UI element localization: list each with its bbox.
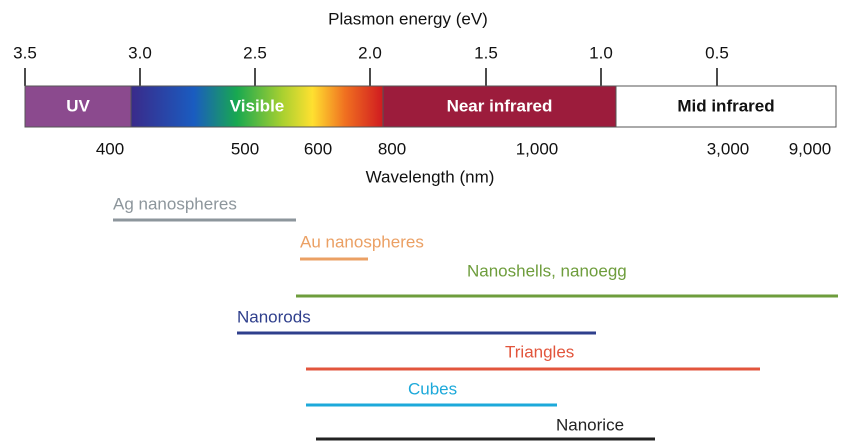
energy-tick-label: 3.0 [128, 43, 152, 62]
energy-axis-title: Plasmon energy (eV) [328, 9, 488, 28]
energy-tick-label: 0.5 [705, 43, 729, 62]
spectrum-region [130, 85, 384, 128]
wavelength-tick-label: 3,000 [707, 139, 750, 158]
wavelength-tick-label: 800 [378, 139, 406, 158]
spectrum-region [382, 85, 617, 128]
wavelength-tick-label: 400 [96, 139, 124, 158]
particle-label: Cubes [408, 379, 457, 398]
region-label: Visible [230, 96, 285, 115]
spectrum-region [615, 85, 837, 128]
region-label: Mid infrared [677, 96, 774, 115]
particle-label: Au nanospheres [300, 232, 424, 251]
energy-tick-label: 1.5 [474, 43, 498, 62]
energy-tick-label: 1.0 [589, 43, 613, 62]
region-label: Near infrared [447, 96, 553, 115]
energy-tick-label: 3.5 [13, 43, 37, 62]
particle-label: Nanoshells, nanoegg [467, 261, 627, 280]
wavelength-axis-title: Wavelength (nm) [366, 167, 495, 186]
particle-label: Nanorods [237, 307, 311, 326]
wavelength-tick-label: 9,000 [789, 139, 832, 158]
wavelength-tick-label: 600 [304, 139, 332, 158]
particle-label: Ag nanospheres [113, 194, 237, 213]
energy-tick-label: 2.5 [243, 43, 267, 62]
region-label: UV [66, 96, 90, 115]
particle-label: Nanorice [556, 415, 624, 434]
spectrum-region [24, 85, 132, 128]
wavelength-tick-label: 500 [231, 139, 259, 158]
particle-label: Triangles [505, 342, 574, 361]
energy-tick-label: 2.0 [358, 43, 382, 62]
wavelength-tick-label: 1,000 [516, 139, 559, 158]
